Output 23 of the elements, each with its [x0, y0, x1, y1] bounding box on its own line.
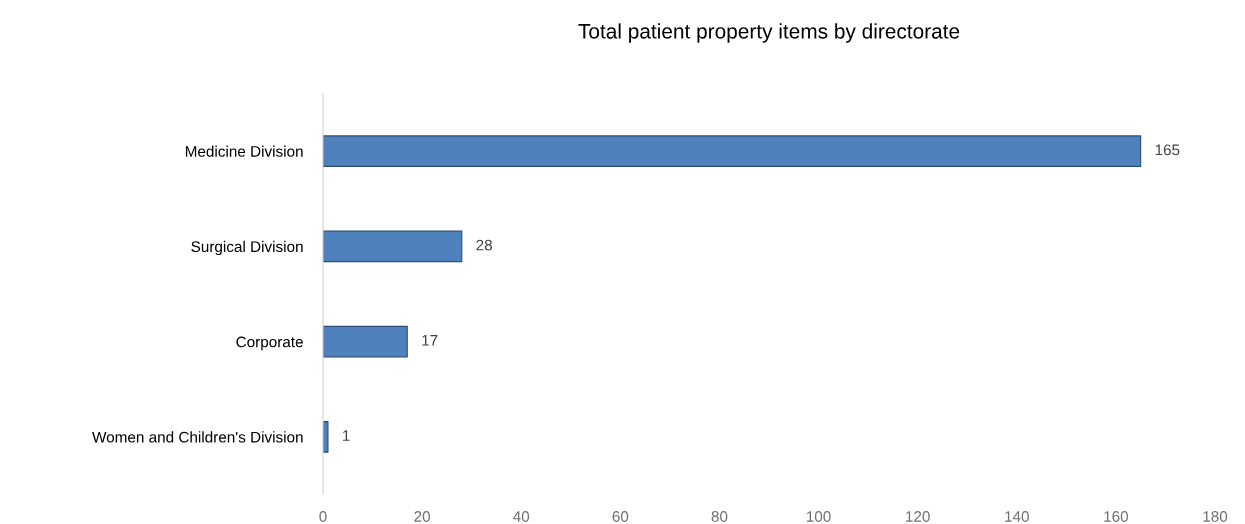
- data-label: 28: [476, 239, 492, 251]
- bar: [323, 325, 408, 358]
- x-tick-label: 100: [806, 511, 831, 522]
- x-tick-label: 120: [906, 511, 930, 522]
- y-tick-label: Medicine Division: [185, 145, 303, 157]
- x-tick-label: 80: [711, 511, 728, 522]
- x-tick-label: 60: [612, 511, 629, 522]
- y-tick-label: Surgical Division: [191, 240, 303, 256]
- x-tick-label: 160: [1104, 511, 1129, 522]
- y-tick-label: Women and Children's Division: [92, 431, 303, 443]
- chart-title: Total patient property items by directorate: [578, 23, 960, 43]
- x-tick-label: 140: [1005, 511, 1029, 522]
- y-tick-label: Corporate: [236, 336, 303, 351]
- data-label: 17: [422, 335, 438, 346]
- data-label: 1: [343, 430, 350, 441]
- data-label: 165: [1155, 144, 1180, 156]
- x-tick-label: 40: [513, 511, 530, 522]
- x-tick-label: 180: [1203, 511, 1228, 522]
- x-tick-label: 20: [414, 511, 431, 522]
- bar: [323, 230, 463, 263]
- bar: [323, 421, 329, 453]
- x-tick-label: 0: [319, 511, 327, 522]
- bar: [323, 135, 1142, 167]
